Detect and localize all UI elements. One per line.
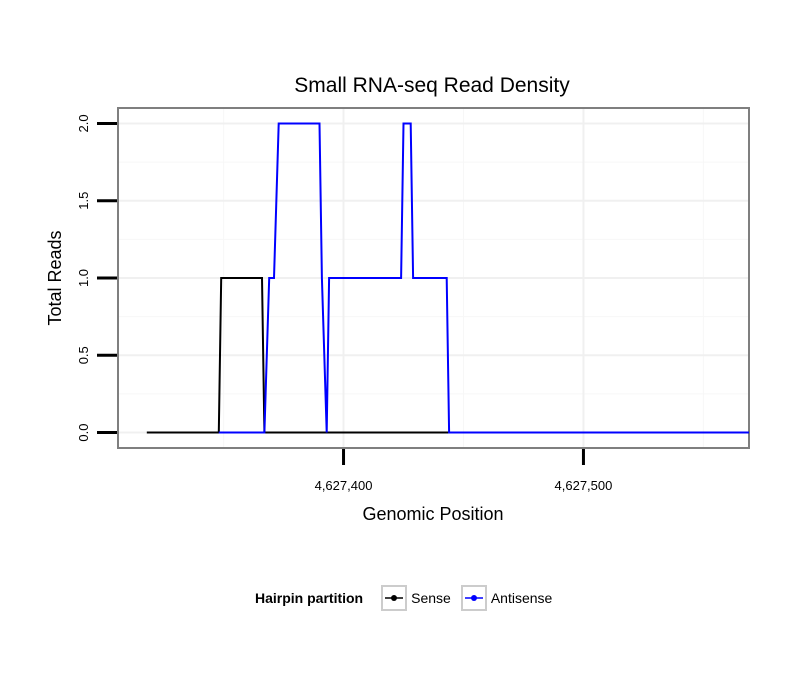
x-axis-label: Genomic Position	[362, 504, 503, 524]
plot-panel	[117, 107, 750, 449]
line-point-icon	[385, 595, 404, 601]
y-tick-label: 2.0	[76, 114, 91, 132]
series-line-antisense	[218, 122, 749, 434]
legend-item-antisense: Antisense	[460, 585, 556, 611]
legend-label-sense: Sense	[411, 590, 451, 606]
y-axis-label: Total Reads	[45, 230, 65, 325]
legend-label-antisense: Antisense	[490, 590, 553, 606]
axes: 0.0 0.5 1.0 1.5 2.0 4,627,400 4,627,500	[76, 114, 612, 493]
legend-title: Hairpin partition	[255, 590, 364, 606]
x-tick-label: 4,627,400	[315, 478, 373, 493]
series-group	[146, 122, 749, 434]
line-point-icon	[464, 595, 483, 601]
x-tick-label: 4,627,500	[555, 478, 613, 493]
y-tick-label: 1.0	[76, 269, 91, 287]
y-tick-label: 0.0	[76, 424, 91, 442]
legend-key-sense	[381, 585, 408, 611]
legend: Hairpin partition Sense Antisense	[255, 585, 562, 611]
y-tick-label: 0.5	[76, 346, 91, 364]
y-tick-label: 1.5	[76, 192, 91, 210]
legend-item-sense: Sense	[381, 585, 455, 611]
series-line-sense	[146, 277, 749, 434]
chart-title: Small RNA-seq Read Density	[294, 74, 570, 97]
legend-key-antisense	[460, 585, 487, 611]
